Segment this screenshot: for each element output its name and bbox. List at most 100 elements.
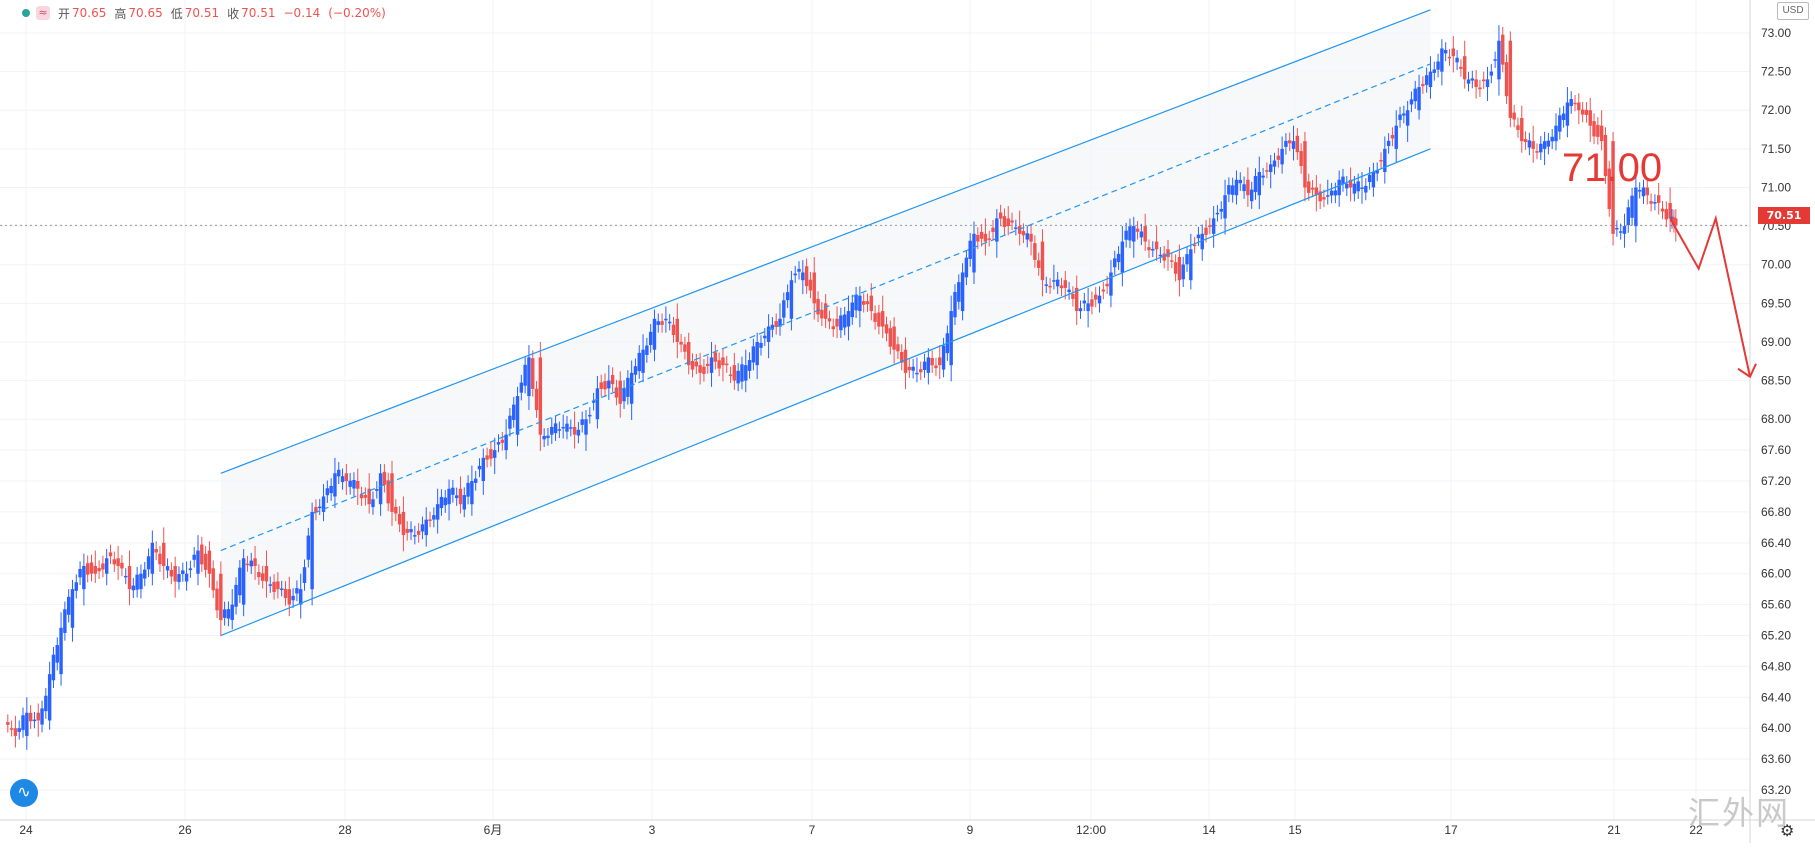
- candle-body: [1276, 155, 1281, 160]
- candle-body: [740, 364, 744, 382]
- candle-body: [1033, 243, 1037, 260]
- candle-body: [515, 396, 520, 435]
- candle-body: [1501, 34, 1505, 65]
- candle-body: [1478, 87, 1482, 90]
- candle-body: [854, 294, 858, 311]
- candle-body: [667, 321, 672, 324]
- candle-body: [249, 560, 253, 567]
- candle-body: [797, 268, 801, 272]
- y-tick-label: 68.50: [1761, 374, 1791, 388]
- candle-body: [1390, 134, 1395, 139]
- candle-body: [557, 429, 562, 431]
- candle-body: [348, 480, 352, 487]
- candle-body: [1497, 40, 1501, 80]
- candle-body: [1554, 125, 1558, 142]
- candle-body: [1006, 218, 1010, 227]
- currency-label[interactable]: USD: [1777, 2, 1809, 20]
- candle-body: [1592, 121, 1596, 137]
- candle-body: [1094, 294, 1098, 300]
- candle-body: [542, 435, 546, 440]
- candle-body: [340, 476, 345, 483]
- channel-mid-line[interactable]: [220, 63, 1431, 552]
- candle-body: [150, 542, 155, 574]
- candle-body: [584, 419, 588, 435]
- candle-body: [565, 423, 569, 432]
- y-tick-label: 66.40: [1761, 536, 1791, 550]
- candle-body: [1489, 71, 1494, 76]
- tradingview-logo-icon[interactable]: ∿: [10, 779, 38, 807]
- y-tick-label: 67.60: [1761, 443, 1791, 457]
- candle-body: [481, 457, 486, 482]
- candle-body: [424, 519, 428, 536]
- y-tick-label: 66.00: [1761, 567, 1791, 581]
- candle-body: [1086, 303, 1090, 312]
- candle-body: [1630, 195, 1634, 218]
- candle-body: [1670, 216, 1674, 222]
- candle-body: [203, 553, 208, 570]
- candle-body: [523, 364, 527, 386]
- candle-body: [359, 494, 364, 499]
- candle-body: [458, 488, 463, 505]
- candle-body: [1550, 136, 1554, 142]
- candle-body: [314, 507, 318, 513]
- candle-body: [47, 674, 52, 721]
- wave-icon[interactable]: ≈: [36, 6, 50, 20]
- candle-body: [880, 311, 885, 327]
- candle-body: [964, 257, 969, 278]
- candle-body: [534, 388, 539, 411]
- candle-body: [1055, 279, 1060, 287]
- candle-body: [1249, 189, 1254, 202]
- candle-body: [622, 387, 626, 402]
- candle-body: [17, 728, 21, 732]
- candle-body: [1672, 217, 1676, 225]
- candle-body: [1394, 125, 1398, 149]
- candle-body: [1337, 179, 1341, 196]
- candle-body: [1603, 134, 1608, 177]
- y-tick-label: 68.00: [1761, 412, 1791, 426]
- price-annotation: 71.00: [1562, 146, 1663, 190]
- candle-body: [1341, 176, 1345, 185]
- candle-body: [888, 328, 893, 347]
- candle-body: [226, 609, 231, 619]
- candle-body: [375, 489, 379, 491]
- candle-body: [1192, 244, 1197, 247]
- y-tick-label: 70.00: [1761, 258, 1791, 272]
- channel-upper-line[interactable]: [220, 9, 1431, 474]
- candle-body: [89, 562, 94, 574]
- candle-body: [702, 366, 706, 374]
- candle-body: [173, 565, 177, 582]
- candle-body: [1386, 140, 1391, 146]
- change-value: −0.14: [283, 6, 321, 20]
- y-tick-label: 64.80: [1761, 659, 1791, 673]
- candle-body: [736, 370, 740, 384]
- candle-body: [618, 380, 622, 404]
- candle-body: [941, 345, 946, 370]
- channel-lower-line[interactable]: [220, 148, 1431, 637]
- candle-body: [546, 435, 550, 439]
- candle-body: [1215, 212, 1220, 215]
- candle-body: [626, 377, 630, 397]
- candle-body: [165, 566, 170, 571]
- candle-body: [1170, 260, 1174, 262]
- gear-icon[interactable]: ⚙: [1780, 823, 1795, 840]
- candle-body: [983, 233, 988, 242]
- candle-body: [1546, 140, 1551, 147]
- candle-body: [1189, 249, 1193, 281]
- candle-body: [143, 569, 147, 579]
- candle-body: [679, 341, 683, 345]
- candle-body: [1485, 79, 1490, 88]
- y-tick-label: 63.20: [1761, 783, 1791, 797]
- low-value: 70.51: [184, 6, 220, 20]
- candle-body: [1234, 179, 1239, 196]
- candle-body: [1584, 109, 1589, 115]
- candle-body: [74, 582, 78, 591]
- candle-body: [725, 363, 729, 366]
- candle-body: [755, 341, 759, 366]
- candle-body: [85, 563, 90, 575]
- forecast-path[interactable]: [1669, 214, 1751, 377]
- candle-body: [1238, 179, 1242, 184]
- market-status-dot-icon: [22, 9, 30, 17]
- candle-body: [466, 482, 470, 497]
